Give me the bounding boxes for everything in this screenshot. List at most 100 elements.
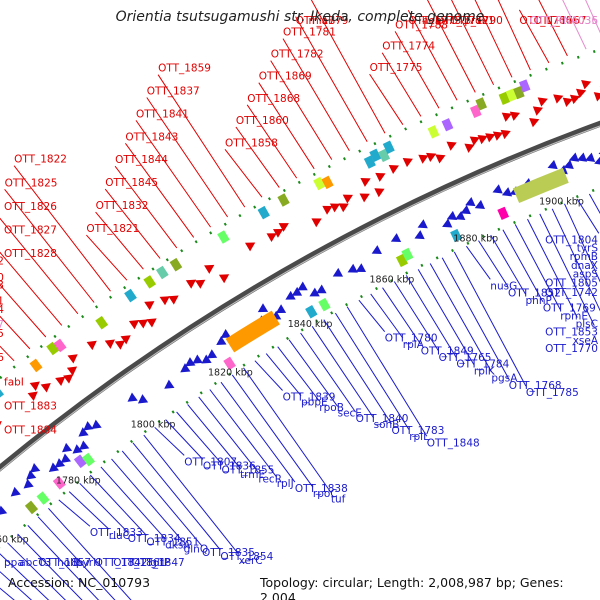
- gene-label: OTT_1838: [295, 483, 348, 495]
- gene-label: OTT_1825: [5, 177, 58, 189]
- forward-gene-arrow: [144, 301, 155, 311]
- leader-line: [585, 0, 600, 34]
- reverse-gene-arrow: [291, 286, 303, 296]
- leader-line: [277, 346, 320, 402]
- forward-gene-arrow: [469, 136, 480, 146]
- gene-label: OTT_1766: [519, 15, 572, 27]
- feature-block: [313, 176, 326, 191]
- leader-line: [231, 374, 314, 488]
- leader-line: [0, 284, 47, 338]
- gene-label: OTT_1785: [526, 387, 579, 399]
- leader-line: [157, 74, 246, 208]
- leader-line: [146, 97, 229, 218]
- reverse-gene-arrow: [206, 349, 218, 359]
- reverse-gene-arrow: [60, 453, 71, 464]
- forward-gene-arrow: [509, 111, 521, 121]
- gene-label: OTT_RNA036: [530, 15, 599, 27]
- forward-gene-arrow: [576, 88, 587, 99]
- leader-line: [86, 234, 128, 281]
- leader-line: [393, 281, 440, 352]
- leader-line: [551, 208, 600, 312]
- feature-block: [363, 155, 376, 169]
- forward-gene-arrow: [537, 97, 548, 107]
- reverse-gene-arrow: [201, 354, 212, 364]
- forward-gene-arrow: [128, 320, 140, 330]
- forward-gene-arrow: [360, 177, 371, 187]
- gene-label: rplL: [409, 431, 429, 443]
- forward-gene-arrow: [446, 141, 457, 151]
- leader-line: [100, 466, 166, 540]
- leader-line: [265, 353, 302, 397]
- leader-line: [104, 188, 161, 259]
- forward-gene-arrow: [278, 223, 289, 232]
- leader-line: [518, 9, 550, 64]
- gene-label: OTT_1847: [132, 557, 185, 569]
- leader-line: [300, 332, 357, 413]
- leader-line: [282, 38, 350, 151]
- leader-line: [474, 0, 513, 78]
- leader-line: [89, 474, 147, 536]
- composition-band: [512, 167, 569, 204]
- forward-gene-arrow: [342, 194, 354, 204]
- gene-label: OTT_1765: [439, 352, 492, 364]
- leader-line: [111, 458, 184, 543]
- reverse-gene-arrow: [48, 462, 60, 473]
- leader-line: [165, 419, 204, 460]
- forward-gene-arrow: [338, 203, 349, 213]
- forward-gene-arrow: [104, 339, 115, 349]
- forward-gene-arrow: [86, 340, 97, 351]
- leader-line: [135, 120, 212, 228]
- gene-label: OTT_1833: [90, 527, 143, 539]
- feature-block: [95, 315, 109, 330]
- feature-block: [401, 247, 414, 262]
- gene-label: ppa: [4, 557, 24, 569]
- gene-label: OTT_1842: [95, 557, 148, 569]
- gene-label: secE: [338, 407, 362, 419]
- reverse-gene-arrow: [220, 328, 231, 338]
- feature-block: [73, 454, 87, 469]
- gene-label: OTT_1861: [113, 557, 166, 569]
- feature-block: [257, 205, 270, 220]
- reverse-gene-arrow: [10, 486, 21, 497]
- forward-gene-arrow: [501, 112, 512, 122]
- scale-label: 1760 kbp: [0, 535, 29, 546]
- gene-label: OTT_1834: [128, 533, 181, 545]
- leader-line: [132, 442, 221, 551]
- reverse-gene-arrow: [185, 357, 196, 367]
- scale-label: 1880 kbp: [453, 234, 498, 245]
- gene-label: OTT_1783: [392, 425, 445, 437]
- leader-line: [121, 450, 203, 547]
- feature-block: [223, 356, 236, 371]
- reverse-gene-arrow: [30, 463, 41, 473]
- forward-gene-arrow: [329, 203, 341, 213]
- backbone-ring: [0, 120, 600, 472]
- gene-label: OTT_1816: [0, 352, 4, 364]
- forward-gene-arrow: [402, 158, 413, 168]
- accession-text: Accession: NC_010793: [8, 575, 151, 590]
- reverse-gene-arrow: [492, 184, 503, 194]
- leader-line: [154, 426, 185, 456]
- leader-line: [478, 240, 509, 287]
- leader-line: [564, 203, 600, 283]
- gene-label: xseA: [573, 335, 599, 347]
- forward-gene-arrow: [40, 383, 51, 393]
- forward-gene-arrow: [359, 193, 370, 203]
- gene-label: OTT_1869: [259, 71, 312, 83]
- leader-line: [514, 224, 561, 310]
- leader-line: [224, 148, 263, 198]
- forward-gene-arrow: [266, 233, 277, 243]
- gene-label: phnP: [526, 295, 552, 307]
- gene-label: OTT_1835: [202, 547, 255, 559]
- gene-label: OTT_1852: [508, 288, 561, 300]
- leader-line: [143, 434, 239, 555]
- gene-label: OTT_1814: [0, 304, 4, 316]
- gene-label: rpoC: [313, 488, 338, 500]
- forward-gene-arrow: [195, 279, 206, 289]
- feature-block: [321, 175, 334, 190]
- feature-block: [475, 97, 488, 111]
- scale-label: 1900 kbp: [539, 197, 584, 208]
- leader-line: [187, 404, 241, 469]
- gene-label: OTT_1773: [408, 15, 461, 27]
- forward-gene-arrow: [464, 143, 475, 153]
- feature-block: [143, 275, 157, 289]
